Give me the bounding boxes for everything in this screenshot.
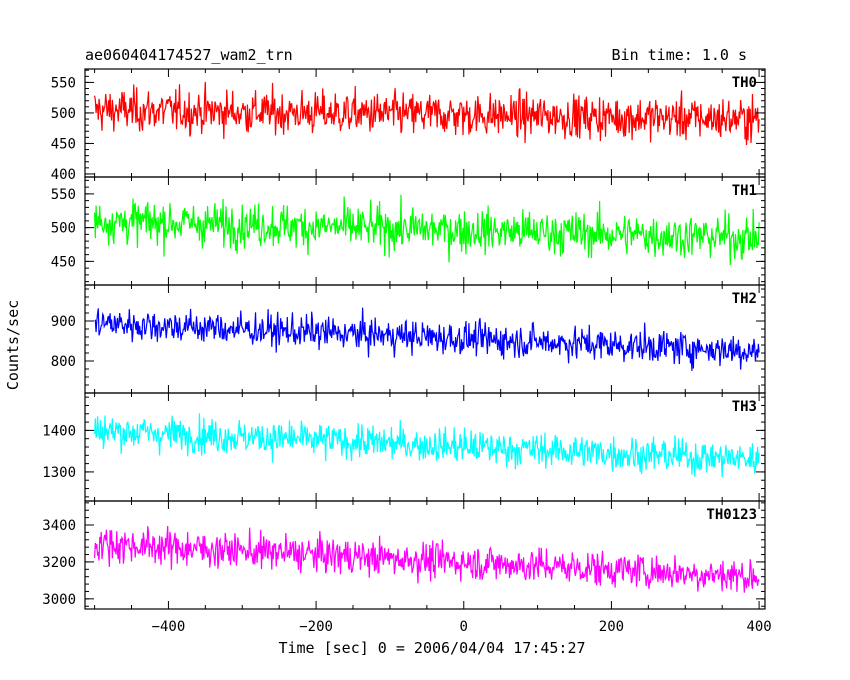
series-line-th3 — [94, 413, 760, 478]
panel-th1: 450 500 550 TH1 — [51, 176, 766, 286]
x-axis: −400 −200 0 200 400 — [152, 619, 772, 635]
panel-label-th0123: TH0123 — [706, 507, 757, 523]
series-line-th2 — [94, 307, 760, 371]
panel-th0123: 3000 3200 3400 TH0123 — [42, 500, 766, 610]
x-tick-label: 200 — [599, 619, 624, 635]
y-tick-label: 500 — [51, 221, 76, 237]
panel-th2: 800 900 TH2 — [51, 284, 766, 394]
panel-label-th2: TH2 — [732, 291, 757, 307]
x-axis-label: Time [sec] 0 = 2006/04/04 17:45:27 — [278, 639, 585, 657]
panel-th3: 1300 1400 TH3 — [42, 392, 766, 502]
bin-time-label: Bin time: 1.0 s — [612, 46, 747, 64]
y-tick-label: 400 — [51, 167, 76, 183]
panels-group: 400 450 500 550 TH0 450 500 550 TH1 800 900 TH2 1300… — [42, 68, 766, 610]
panel-th0: 400 450 500 550 TH0 — [51, 68, 766, 183]
x-tick-label: −200 — [299, 619, 333, 635]
y-tick-label: 900 — [51, 314, 76, 330]
x-tick-label: 400 — [746, 619, 771, 635]
panel-label-th1: TH1 — [732, 183, 757, 199]
y-tick-label: 3000 — [42, 592, 76, 608]
y-tick-label: 1300 — [42, 465, 76, 481]
series-line-th0 — [94, 81, 760, 146]
plot-title: ae060404174527_wam2_trn — [85, 46, 293, 64]
y-tick-label: 450 — [51, 254, 76, 270]
y-tick-label: 3200 — [42, 555, 76, 571]
y-tick-label: 500 — [51, 106, 76, 122]
y-tick-label: 550 — [51, 75, 76, 91]
series-line-th0123 — [94, 525, 760, 593]
y-axis-label: Counts/sec — [4, 300, 22, 390]
y-tick-label: 3400 — [42, 518, 76, 534]
panel-label-th3: TH3 — [732, 399, 757, 415]
x-tick-label: 0 — [460, 619, 468, 635]
series-line-th1 — [94, 194, 760, 266]
y-tick-label: 1400 — [42, 423, 76, 439]
y-tick-label: 800 — [51, 354, 76, 370]
y-tick-label: 550 — [51, 187, 76, 203]
y-tick-label: 450 — [51, 136, 76, 152]
x-tick-label: −400 — [152, 619, 186, 635]
panel-label-th0: TH0 — [732, 75, 757, 91]
